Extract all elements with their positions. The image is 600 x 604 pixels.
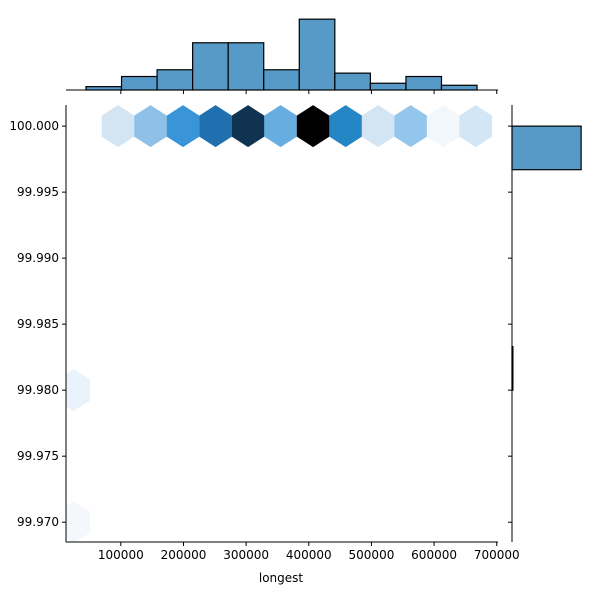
y-tick-label: 99.990	[17, 251, 59, 265]
y-tick-label: 99.995	[17, 185, 59, 199]
hexbin-cell	[296, 105, 330, 148]
top-marginal-histogram	[66, 18, 498, 94]
x-tick-label: 300000	[223, 548, 269, 562]
x-tick-label: 500000	[349, 548, 395, 562]
hexbin-cell	[66, 369, 91, 412]
histogram-bar	[440, 84, 478, 91]
histogram-bar	[263, 69, 300, 91]
hexbin-cell	[66, 501, 91, 542]
x-tick-label: 100000	[98, 548, 144, 562]
hexbin-cell	[426, 105, 460, 148]
histogram-bar	[298, 18, 336, 91]
x-tick-label: 400000	[286, 548, 332, 562]
hexbin-cell	[199, 105, 232, 148]
hexbin-cell	[329, 105, 362, 148]
x-axis-label: longest	[259, 571, 304, 585]
hexbin-cell	[134, 105, 167, 148]
x-tick-label: 700000	[474, 548, 520, 562]
histogram-bar	[192, 42, 229, 91]
y-tick-label: 100.000	[9, 119, 59, 133]
histogram-bar	[369, 82, 407, 91]
hexbin-cell	[361, 105, 395, 148]
histogram-bar	[511, 125, 582, 171]
y-tick-label: 99.980	[17, 383, 59, 397]
hexbin-cell	[459, 105, 492, 148]
y-tick-label: 99.985	[17, 317, 59, 331]
hexbin-cell	[264, 105, 297, 148]
x-tick-label: 200000	[161, 548, 207, 562]
axes: 100000 200000 300000 400000 500000 600000 7000…	[9, 105, 520, 562]
y-tick-label: 99.975	[17, 449, 59, 463]
hexbin-cell	[101, 105, 135, 148]
histogram-bar	[156, 69, 194, 91]
x-tick-label: 600000	[411, 548, 457, 562]
histogram-bar	[85, 86, 123, 91]
right-marginal-histogram	[508, 105, 582, 542]
y-tick-label: 99.970	[17, 515, 59, 529]
hexbin-cell	[394, 105, 427, 148]
histogram-bar	[334, 72, 371, 91]
histogram-bar	[227, 42, 265, 91]
histogram-bar	[120, 75, 158, 91]
hexbin-layer	[66, 105, 492, 542]
hexbin-cell	[231, 105, 265, 148]
histogram-bar	[405, 75, 443, 91]
hexbin-cell	[166, 105, 200, 148]
